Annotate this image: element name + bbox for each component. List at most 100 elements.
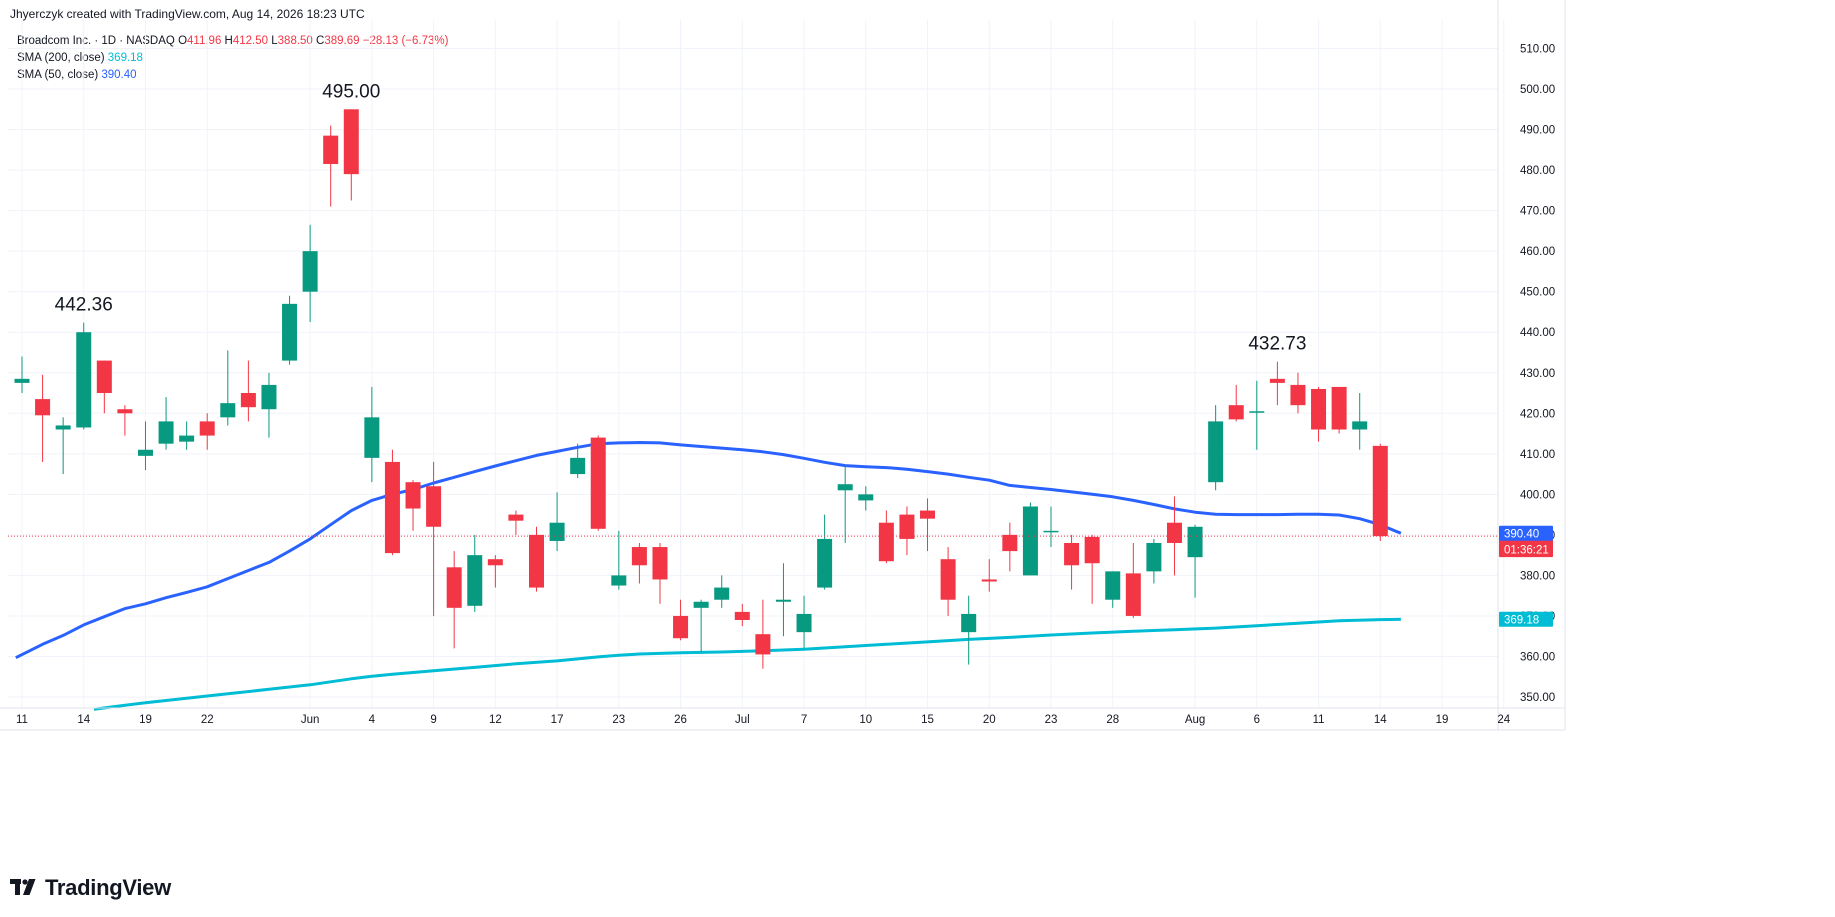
candle-body: [117, 409, 133, 414]
y-tick-label: 380.00: [1520, 570, 1555, 582]
x-tick-label: 26: [674, 714, 687, 726]
sma200-price-tag-bg: [1499, 611, 1553, 627]
sma200-value: 369.18: [107, 52, 143, 64]
candle-body: [179, 435, 195, 442]
candle-down: [940, 547, 956, 616]
candle-down: [1228, 384, 1244, 422]
candle-body: [384, 461, 400, 554]
candle-up: [1208, 405, 1224, 491]
candle-body: [1372, 445, 1388, 537]
y-tick-label: 440.00: [1520, 327, 1555, 339]
candle-up: [837, 465, 853, 543]
candle-body: [55, 425, 71, 430]
candle-down: [920, 498, 936, 552]
sma50-price-tag-text: 390.40: [1504, 528, 1539, 540]
candle-body: [446, 567, 462, 608]
high-annotation-label: 495.00: [322, 81, 380, 102]
candle-body: [137, 449, 153, 456]
high-annotation-label: 442.36: [55, 295, 113, 316]
low-value: 388.50: [277, 35, 313, 47]
candle-up: [549, 492, 565, 552]
close-label: C: [316, 35, 325, 47]
close-price-tag-text: 01:36:21: [1504, 545, 1549, 557]
candle-body: [1311, 388, 1327, 430]
candle-body: [529, 534, 544, 588]
candle-body: [96, 360, 112, 394]
candle-up: [55, 417, 71, 475]
sma50-legend-row[interactable]: SMA (50, close) 390.40: [17, 67, 448, 84]
tradingview-brand: TradingView: [45, 875, 171, 900]
symbol-name[interactable]: Broadcom Inc. · 1D · NASDAQ: [17, 35, 175, 47]
tradingview-logo-icon: [10, 879, 36, 895]
candle-body: [35, 399, 51, 416]
candle-body: [508, 514, 524, 521]
candle-body: [343, 109, 359, 175]
candle-body: [631, 547, 647, 566]
x-tick-label: 17: [551, 714, 564, 726]
candle-up: [14, 356, 30, 394]
candle-body: [1166, 522, 1182, 543]
candle-down: [1125, 542, 1141, 618]
candle-up: [714, 575, 730, 608]
candle-down: [878, 510, 894, 564]
x-tick-label: 19: [139, 714, 152, 726]
candle-body: [858, 494, 874, 501]
candle-up: [858, 486, 874, 511]
x-tick-label: 14: [77, 714, 90, 726]
open-value: 411.96: [187, 35, 222, 47]
y-tick-label: 420.00: [1520, 408, 1555, 420]
candle-body: [1228, 405, 1244, 420]
y-tick-label: 460.00: [1520, 246, 1555, 258]
candle-body: [240, 393, 256, 408]
candle-body: [1064, 542, 1080, 566]
candle-body: [549, 522, 565, 541]
candle-up: [1187, 524, 1203, 598]
candle-down: [405, 480, 421, 531]
x-tick-label: 9: [430, 714, 436, 726]
candle-up: [796, 595, 812, 649]
candle-body: [1352, 421, 1368, 430]
candle-body: [673, 615, 689, 639]
x-tick-label: 28: [1106, 714, 1119, 726]
candle-up: [611, 530, 627, 590]
candle-up: [1022, 502, 1038, 576]
candle-body: [796, 613, 812, 633]
candle-body: [1249, 411, 1265, 413]
candle-up: [817, 514, 833, 590]
sma200-label: SMA (200, close): [17, 52, 105, 64]
candle-body: [920, 510, 936, 519]
y-tick-label: 360.00: [1520, 651, 1555, 663]
candle-up: [302, 224, 318, 323]
candle-up: [775, 563, 791, 637]
candle-body: [323, 135, 339, 165]
candle-down: [1290, 372, 1306, 414]
candle-down: [981, 559, 997, 592]
candle-down: [631, 542, 647, 584]
sma-lines: [15, 441, 1402, 711]
candle-down: [1372, 443, 1388, 541]
change-value: −28.13 (−6.73%): [362, 35, 449, 47]
candle-up: [961, 595, 977, 665]
candle-down: [1002, 522, 1018, 572]
high-annotation-label: 432.73: [1248, 334, 1306, 355]
candle-body: [1290, 384, 1306, 406]
candle-up: [1105, 571, 1121, 608]
candle-body: [590, 437, 606, 529]
x-tick-label: Aug: [1185, 714, 1205, 726]
sma200-price-tag: 369.18: [1499, 611, 1553, 627]
candle-down: [755, 599, 771, 669]
candle-up: [570, 443, 586, 479]
candle-up: [261, 372, 277, 438]
sma200-price-tag-text: 369.18: [1504, 614, 1539, 626]
chart-legend: Broadcom Inc. · 1D · NASDAQ O411.96 H412…: [17, 33, 448, 84]
candle-up: [364, 386, 380, 483]
sma200-legend-row[interactable]: SMA (200, close) 369.18: [17, 50, 448, 67]
tradingview-logo[interactable]: TradingView: [10, 875, 171, 901]
candle-body: [302, 251, 318, 292]
candle-down: [652, 542, 668, 604]
candle-body: [1269, 378, 1285, 383]
candle-down: [384, 449, 400, 556]
y-tick-label: 510.00: [1520, 44, 1555, 56]
candle-down: [343, 109, 359, 201]
